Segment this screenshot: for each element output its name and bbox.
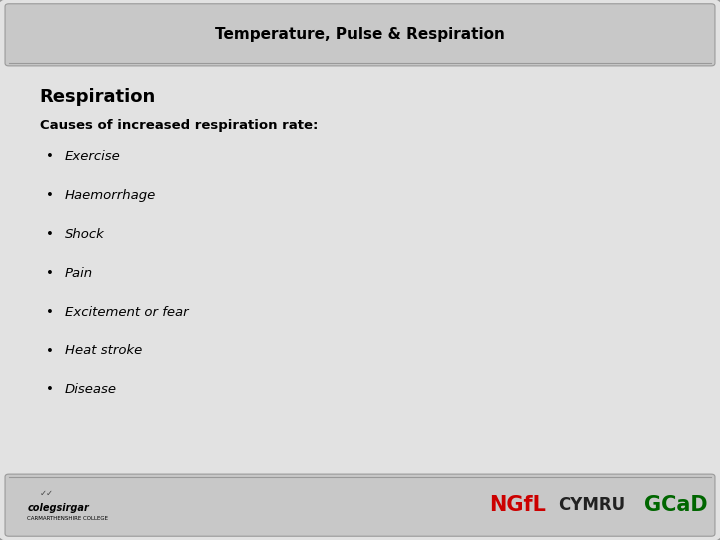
Text: NGfL: NGfL xyxy=(490,495,546,515)
Text: GCaD: GCaD xyxy=(644,495,708,515)
Text: Pain: Pain xyxy=(65,267,93,280)
Text: Exercise: Exercise xyxy=(65,150,120,163)
Text: •: • xyxy=(47,150,54,163)
FancyBboxPatch shape xyxy=(5,4,715,66)
Text: Shock: Shock xyxy=(65,228,104,241)
Text: •: • xyxy=(47,267,54,280)
Text: •: • xyxy=(47,228,54,241)
Text: •: • xyxy=(47,345,54,357)
Text: Respiration: Respiration xyxy=(40,88,156,106)
Text: CYMRU: CYMRU xyxy=(558,496,625,514)
Text: •: • xyxy=(47,189,54,202)
Text: Haemorrhage: Haemorrhage xyxy=(65,189,156,202)
FancyBboxPatch shape xyxy=(5,474,715,536)
Text: CARMARTHENSHIRE COLLEGE: CARMARTHENSHIRE COLLEGE xyxy=(27,516,108,521)
Text: colegsirgar: colegsirgar xyxy=(27,503,89,513)
Text: ✓✓: ✓✓ xyxy=(40,489,53,498)
Text: Causes of increased respiration rate:: Causes of increased respiration rate: xyxy=(40,119,318,132)
Text: Temperature, Pulse & Respiration: Temperature, Pulse & Respiration xyxy=(215,28,505,42)
Text: •: • xyxy=(47,306,54,319)
Text: •: • xyxy=(47,383,54,396)
Text: Heat stroke: Heat stroke xyxy=(65,345,142,357)
Text: Disease: Disease xyxy=(65,383,117,396)
Text: Excitement or fear: Excitement or fear xyxy=(65,306,189,319)
